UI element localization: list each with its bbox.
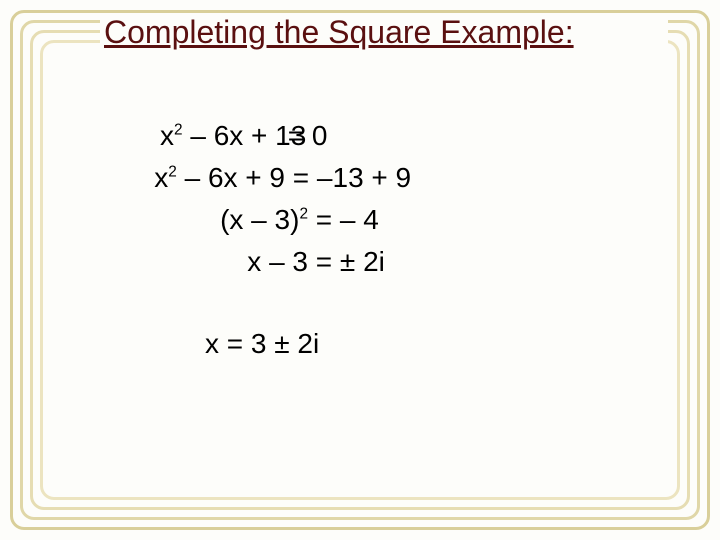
answer-rhs: 3 ± 2i xyxy=(251,328,319,359)
eq3-lhs: (x – 3)2 xyxy=(200,199,308,241)
equation-line-4: x – 3 = ± 2i xyxy=(240,241,411,283)
eq2-eq: = xyxy=(285,157,317,199)
equation-line-2: x2 – 6x + 9 = –13 + 9 xyxy=(130,157,411,199)
eq4-eq: = xyxy=(308,241,340,283)
eq1-lhs: x2 – 6x + 13 xyxy=(160,115,280,157)
eq2-rhs: –13 + 9 xyxy=(317,157,411,199)
eq4-rhs: ± 2i xyxy=(340,241,385,283)
eq3-eq: = xyxy=(308,199,340,241)
equation-line-3: (x – 3)2 = – 4 xyxy=(200,199,411,241)
slide-title: Completing the Square Example: xyxy=(100,14,668,51)
equation-block: x2 – 6x + 13 = 0 x2 – 6x + 9 = –13 + 9 (… xyxy=(130,115,411,283)
eq2-lhs: x2 – 6x + 9 xyxy=(130,157,285,199)
answer-lhs: x xyxy=(205,328,219,359)
eq4-lhs: x – 3 xyxy=(240,241,308,283)
equation-line-1: x2 – 6x + 13 = 0 xyxy=(160,115,411,157)
slide: Completing the Square Example: x2 – 6x +… xyxy=(0,0,720,540)
answer-eq: = xyxy=(219,328,251,359)
eq1-rhs: 0 xyxy=(312,115,328,157)
eq1-eq: = xyxy=(280,115,312,157)
final-answer: x = 3 ± 2i xyxy=(205,328,319,360)
eq3-rhs: – 4 xyxy=(340,199,379,241)
